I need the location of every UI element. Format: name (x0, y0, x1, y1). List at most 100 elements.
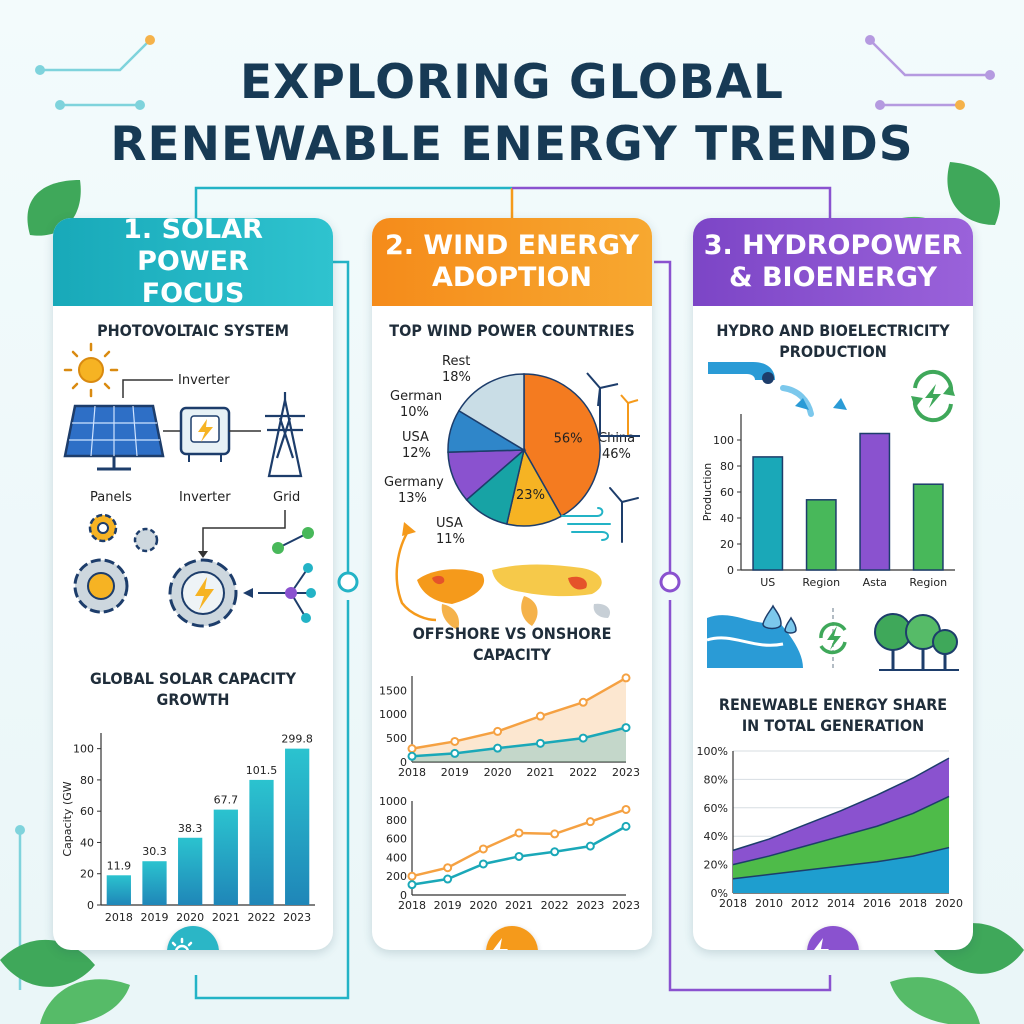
x-tick-label: 2023 (283, 911, 311, 924)
bar-1 (805, 499, 837, 571)
point-offshore-2 (493, 726, 503, 736)
hydro-card-header: 3. HYDROPOWER & BIOENERGY (693, 218, 973, 306)
x-tick-label: 2022 (569, 766, 597, 779)
point-offshore-4 (550, 829, 560, 839)
point-onshore-1 (443, 874, 453, 884)
inverter-top-label: Inverter (178, 373, 230, 388)
x-tick-label: Asta (863, 576, 887, 589)
x-tick-label: 2021 (505, 899, 533, 912)
point-onshore-6 (621, 821, 631, 831)
y-axis-label: Capacity (GW (61, 781, 74, 856)
data-label-2018: 11.9 (107, 859, 132, 872)
pie-pct-china: 46% (602, 447, 631, 462)
y-tick-label: 40% (704, 830, 728, 843)
solar-capacity-title-line1: GLOBAL SOLAR CAPACITY (89, 669, 297, 688)
leaf-icon-bottom-left (0, 939, 130, 1024)
point-offshore-4 (578, 697, 588, 707)
page-title-line1: EXPLORING GLOBAL (240, 55, 784, 110)
pie-label-usa: USA (402, 430, 429, 445)
point-onshore-0 (407, 751, 417, 761)
gear-icon (73, 513, 238, 628)
x-tick-label: 2020 (935, 897, 963, 910)
data-label-2019: 30.3 (142, 845, 167, 858)
y-tick-label: 20 (720, 538, 734, 551)
x-tick-label: 2016 (863, 897, 891, 910)
point-offshore-5 (621, 673, 631, 683)
x-tick-label: 2023 (576, 899, 604, 912)
bar-2023 (285, 748, 310, 905)
arrow-curve (395, 527, 437, 622)
area-onshore (412, 727, 626, 762)
wind-pie-title: TOP WIND POWER COUNTRIES (389, 321, 635, 340)
wind-header-line1: 2. WIND ENERGY (384, 230, 640, 261)
wind-header-line2: ADOPTION (431, 262, 593, 293)
hydro-header-line1: 3. HYDROPOWER (703, 230, 963, 261)
pie-pct-germany: 13% (398, 491, 427, 506)
y-tick-label: 0 (87, 899, 94, 912)
y-tick-label: 0 (400, 756, 407, 769)
photovoltaic-system-title: PHOTOVOLTAIC SYSTEM (97, 321, 289, 340)
share-title-line2: IN TOTAL GENERATION (741, 716, 925, 735)
x-tick-label: 2022 (541, 899, 569, 912)
x-tick-label: 2023 (612, 766, 640, 779)
wind-card-header: 2. WIND ENERGY ADOPTION (372, 218, 652, 306)
world-map-icon (417, 564, 611, 630)
water-wave-icon (706, 604, 803, 668)
lightning-badge-icon (486, 926, 538, 950)
trees-icon (874, 613, 959, 671)
y-tick-label: 1000 (379, 795, 407, 808)
wind-capacity-line-chart: 0 200 400 600 800 1000 2018 2019 2020 2021 2022 202… (379, 795, 640, 912)
line-onshore (411, 726, 627, 758)
hydro-bar-title-line1: HYDRO AND BIOELECTRICITY (716, 321, 950, 340)
connector-line-teal (194, 186, 512, 218)
wind-energy-card: 2. WIND ENERGY ADOPTION TOP WIND POWER CO… (372, 218, 652, 950)
bar-0 (752, 456, 784, 571)
point-offshore-3 (535, 711, 545, 721)
x-tick-label: 2019 (434, 899, 462, 912)
y-tick-label: 80% (704, 773, 728, 786)
connector-node-teal (337, 571, 359, 593)
y-tick-label: 80 (720, 460, 734, 473)
pie-pct-german: 10% (400, 405, 429, 420)
water-pipe-icon (708, 362, 847, 417)
point-offshore-1 (443, 863, 453, 873)
area-layer-1 (733, 847, 949, 893)
bar-3 (912, 483, 944, 571)
hydro-bio-illustration (706, 604, 959, 671)
y-tick-label: 80 (80, 774, 94, 787)
hydropower-card: 3. HYDROPOWER & BIOENERGY HYDRO AND BIOEL… (693, 218, 973, 950)
x-tick-label: 2019 (141, 911, 169, 924)
point-offshore-0 (407, 744, 417, 754)
x-tick-label: US (760, 576, 775, 589)
y-tick-label: 800 (386, 814, 407, 827)
point-onshore-3 (514, 851, 524, 861)
connector-line-purple (512, 186, 832, 218)
y-tick-label: 60% (704, 802, 728, 815)
y-tick-label: 100 (713, 434, 734, 447)
x-tick-label: 2018 (899, 897, 927, 910)
page-title-line2: RENEWABLE ENERGY TRENDS (110, 117, 914, 172)
point-onshore-4 (578, 733, 588, 743)
point-offshore-2 (478, 844, 488, 854)
wind-capacity-area-chart: 0 500 1000 1500 2018 2019 2020 2021 2022 2023 (379, 673, 640, 779)
x-tick-label: 2021 (526, 766, 554, 779)
point-offshore-5 (585, 817, 595, 827)
point-offshore-3 (514, 828, 524, 838)
y-axis-label: Production (701, 463, 714, 522)
bar-2019 (142, 861, 167, 905)
x-tick-label: 2014 (827, 897, 855, 910)
x-tick-label: 2018 (398, 899, 426, 912)
x-tick-label: 2018 (719, 897, 747, 910)
solar-capacity-title: GLOBAL SOLAR CAPACITY GROWTH (53, 668, 333, 710)
energy-cycle-icon (819, 622, 847, 655)
page-title: EXPLORING GLOBAL RENEWABLE ENERGY TRENDS (0, 52, 1024, 176)
point-onshore-2 (493, 743, 503, 753)
x-tick-label: 2020 (484, 766, 512, 779)
x-tick-label: 2020 (469, 899, 497, 912)
bar-2021 (213, 809, 238, 905)
hydro-bar-title-line2: PRODUCTION (779, 342, 887, 361)
solar-panel-icon (63, 404, 165, 471)
inverter-label: Inverter (179, 490, 231, 505)
pie-pct-usa: 12% (402, 446, 431, 461)
grid-label: Grid (273, 490, 300, 505)
